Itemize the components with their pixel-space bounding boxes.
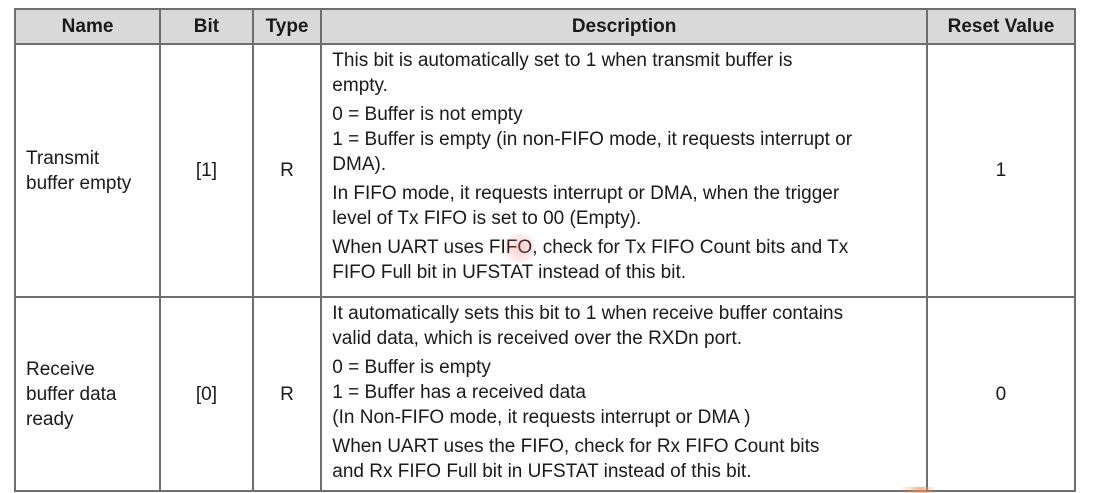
- description-paragraph: This bit is automatically set to 1 when …: [332, 48, 918, 98]
- header-description: Description: [320, 8, 928, 45]
- field-name-line: Transmit: [26, 147, 100, 169]
- description-line: (In Non-FIFO mode, it requests interrupt…: [332, 407, 751, 428]
- table-row: Receive buffer data ready [0] R It autom…: [13, 296, 1077, 492]
- type-cell: R: [251, 296, 323, 492]
- description-line: It automatically sets this bit to 1 when…: [332, 303, 844, 324]
- description-line: level of Tx FIFO is set to 00 (Empty).: [332, 208, 642, 229]
- table-row: Transmit buffer empty [1] R This bit is …: [13, 43, 1077, 298]
- field-name-line: Receive: [26, 358, 95, 380]
- register-bit-table: Name Bit Type Description Reset Value Tr…: [13, 8, 1077, 492]
- field-name-line: buffer empty: [26, 172, 132, 194]
- field-name-cell: Transmit buffer empty: [13, 43, 162, 298]
- header-name: Name: [13, 8, 162, 45]
- bit-cell: [1]: [159, 43, 254, 298]
- reset-value-cell: 0: [925, 296, 1077, 492]
- description-paragraph: 0 = Buffer is not empty 1 = Buffer is em…: [332, 102, 918, 177]
- description-line: When UART uses FIFO, check for Tx FIFO C…: [332, 237, 849, 258]
- description-line: valid data, which is received over the R…: [332, 328, 743, 349]
- header-bit: Bit: [159, 8, 254, 45]
- description-line: 0 = Buffer is empty: [332, 357, 491, 378]
- reset-value-cell: 1: [925, 43, 1077, 298]
- bit-cell: [0]: [159, 296, 254, 492]
- description-line: empty.: [332, 75, 388, 96]
- description-line: This bit is automatically set to 1 when …: [332, 50, 793, 71]
- description-paragraph: It automatically sets this bit to 1 when…: [332, 301, 918, 351]
- field-name-cell: Receive buffer data ready: [13, 296, 162, 492]
- description-line: When UART uses the FIFO, check for Rx FI…: [332, 436, 820, 457]
- field-name-line: ready: [26, 408, 74, 430]
- description-paragraph: When UART uses FIFO, check for Tx FIFO C…: [332, 235, 918, 285]
- description-paragraph: In FIFO mode, it requests interrupt or D…: [332, 181, 918, 231]
- description-line: DMA).: [332, 154, 387, 175]
- description-line: 1 = Buffer is empty (in non-FIFO mode, i…: [332, 129, 853, 150]
- description-line: In FIFO mode, it requests interrupt or D…: [332, 183, 840, 204]
- description-line: 1 = Buffer has a received data: [332, 382, 586, 403]
- description-cell: This bit is automatically set to 1 when …: [320, 43, 928, 298]
- description-line: FIFO Full bit in UFSTAT instead of this …: [332, 262, 687, 283]
- description-line: 0 = Buffer is not empty: [332, 104, 523, 125]
- header-reset-value: Reset Value: [925, 8, 1077, 45]
- description-paragraph: When UART uses the FIFO, check for Rx FI…: [332, 434, 918, 484]
- description-paragraph: 0 = Buffer is empty 1 = Buffer has a rec…: [332, 355, 918, 430]
- description-line: and Rx FIFO Full bit in UFSTAT instead o…: [332, 461, 752, 482]
- description-cell: It automatically sets this bit to 1 when…: [320, 296, 928, 492]
- header-type: Type: [251, 8, 323, 45]
- header-row: Name Bit Type Description Reset Value: [13, 8, 1077, 45]
- type-cell: R: [251, 43, 323, 298]
- field-name-line: buffer data: [26, 383, 117, 405]
